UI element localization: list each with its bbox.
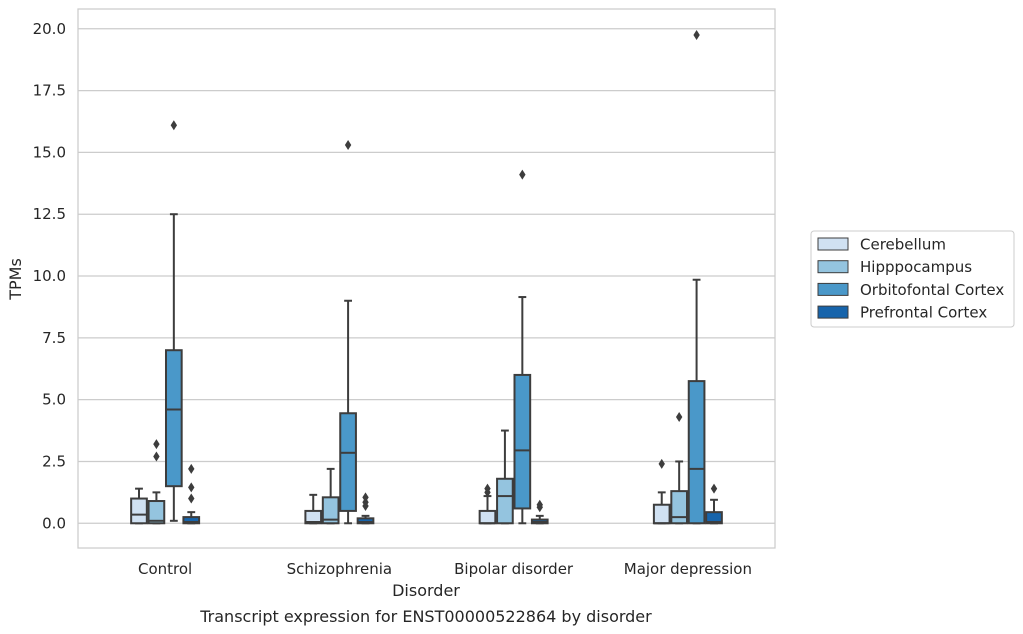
legend: Cerebellum Hipppocampus Orbitofontal Corte… (810, 230, 1015, 328)
outlier-point (536, 499, 543, 510)
iqr-box (164, 349, 183, 488)
chart-caption: Transcript expression for ENST0000052286… (199, 607, 652, 626)
y-tick-label: 0.0 (42, 514, 66, 532)
x-tick-label: Schizophrenia (287, 560, 392, 578)
y-tick-label: 5.0 (42, 391, 66, 409)
y-tick-label: 17.5 (33, 82, 66, 100)
box-hipppocampus (670, 411, 689, 525)
outlier-point (658, 458, 665, 469)
iqr-box (705, 511, 723, 525)
outlier-point (519, 169, 526, 180)
box-prefrontal-cortex (356, 492, 375, 525)
y-tick-label: 15.0 (33, 143, 66, 161)
legend-swatch (817, 282, 849, 296)
y-tick-labels: 0.0 2.5 5.0 7.5 10.0 12.5 15.0 17.5 20.0 (33, 20, 66, 532)
legend-swatch (817, 260, 849, 274)
box-prefrontal-cortex (705, 483, 723, 525)
box-orbitofontal-cortex (687, 29, 706, 525)
iqr-box (496, 477, 514, 525)
legend-label: Hipppocampus (860, 258, 972, 276)
box-prefrontal-cortex (530, 499, 549, 525)
box-hipppocampus (147, 439, 166, 525)
box-hipppocampus (321, 467, 340, 525)
box-groups (130, 29, 723, 525)
iqr-box (687, 380, 706, 525)
iqr-box (147, 500, 166, 525)
y-tick-label: 10.0 (33, 267, 66, 285)
legend-swatch (817, 305, 849, 319)
iqr-box (513, 373, 532, 510)
box-cerebellum (130, 487, 148, 525)
y-tick-label: 12.5 (33, 205, 66, 223)
box-orbitofontal-cortex (339, 139, 357, 525)
legend-frame (810, 230, 1015, 328)
y-tick-label: 2.5 (42, 452, 66, 470)
iqr-box (304, 509, 323, 525)
y-tick-label: 7.5 (42, 329, 66, 347)
plot-frame (77, 8, 776, 549)
y-tick-label: 20.0 (33, 20, 66, 38)
outlier-point (362, 492, 369, 503)
box-cerebellum (478, 483, 497, 525)
outlier-point (188, 482, 195, 493)
y-axis-title: TPMs (6, 258, 25, 301)
outlier-point (188, 463, 195, 474)
box-prefrontal-cortex (182, 463, 201, 525)
outlier-point (188, 493, 195, 504)
x-tick-labels: Control Schizophrenia Bipolar disorder Majo… (138, 560, 752, 578)
legend-label: Cerebellum (860, 236, 946, 254)
outlier-point (344, 139, 352, 150)
x-axis-title: Disorder (392, 581, 460, 600)
box-cerebellum (652, 458, 671, 525)
legend-label: Prefrontal Cortex (860, 304, 987, 322)
outlier-point (170, 120, 178, 131)
outlier-point (675, 411, 683, 422)
iqr-box (652, 503, 671, 525)
box-hipppocampus (496, 429, 514, 525)
outlier-point (153, 451, 160, 462)
legend-swatch (817, 237, 849, 251)
y-gridlines (78, 28, 775, 524)
iqr-box (356, 517, 375, 525)
iqr-box (182, 516, 201, 525)
iqr-box (670, 490, 689, 525)
iqr-box (478, 509, 497, 525)
iqr-box (321, 496, 340, 525)
iqr-box (130, 497, 148, 525)
x-tick-label: Major depression (624, 560, 752, 578)
outlier-point (484, 483, 491, 494)
x-tick-label: Control (138, 560, 192, 578)
iqr-box (339, 412, 357, 512)
box-orbitofontal-cortex (164, 120, 183, 522)
outlier-point (153, 439, 160, 450)
x-tick-label: Bipolar disorder (454, 560, 574, 578)
box-orbitofontal-cortex (513, 169, 532, 525)
outlier-point (693, 29, 700, 40)
box-cerebellum (304, 493, 323, 525)
legend-label: Orbitofontal Cortex (860, 281, 1004, 299)
outlier-point (710, 483, 718, 494)
